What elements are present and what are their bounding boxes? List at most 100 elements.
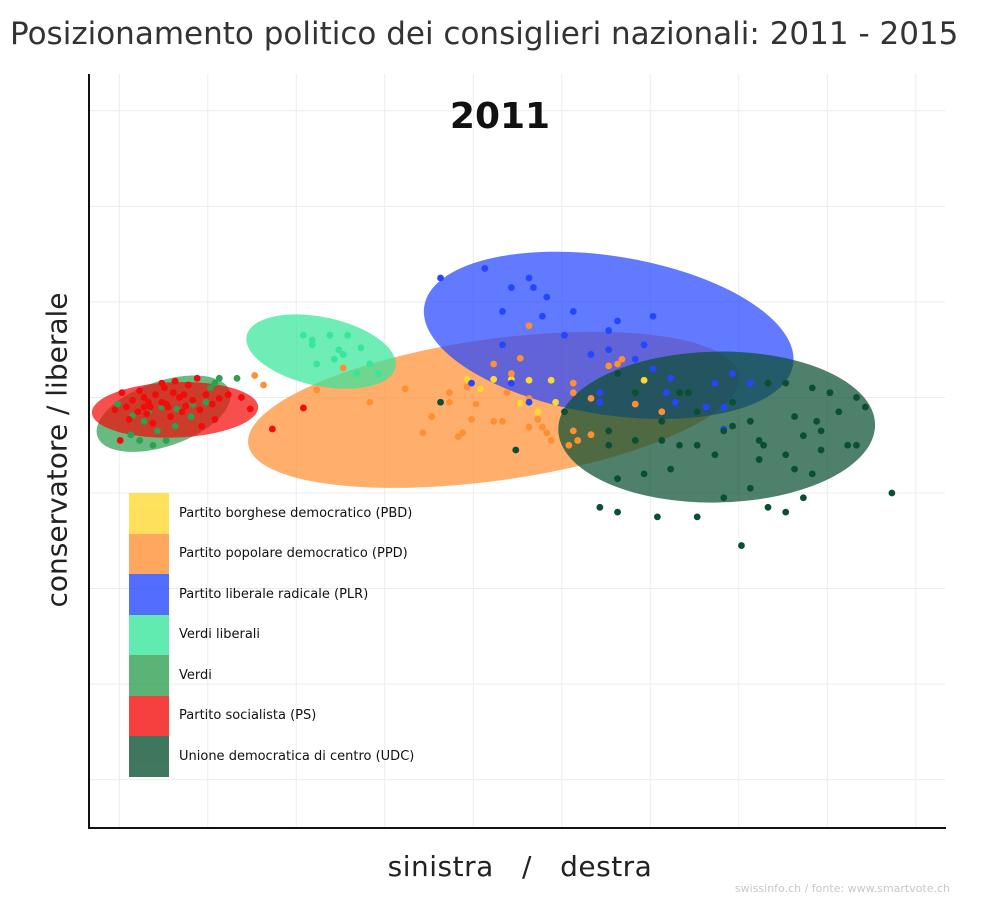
- data-point: [569, 379, 577, 387]
- data-point: [525, 274, 533, 282]
- data-point: [481, 265, 489, 272]
- data-point: [125, 416, 133, 423]
- data-point: [755, 437, 763, 444]
- data-point: [791, 465, 798, 473]
- data-point: [260, 381, 267, 389]
- legend-swatch: [129, 695, 169, 736]
- data-point: [140, 417, 148, 425]
- data-point: [211, 416, 219, 423]
- data-point: [140, 403, 148, 411]
- data-point: [512, 446, 520, 454]
- data-point: [145, 398, 152, 406]
- data-point: [534, 416, 542, 423]
- legend-label: Partito liberale radicale (PLR): [179, 586, 369, 602]
- data-point: [490, 417, 498, 425]
- data-point: [729, 422, 736, 430]
- data-point: [525, 398, 533, 406]
- data-point: [684, 389, 692, 397]
- data-point: [813, 417, 821, 425]
- data-point: [152, 391, 159, 398]
- data-point: [180, 391, 188, 398]
- legend-label: Verdi liberali: [179, 627, 261, 643]
- legend-swatch: [129, 493, 169, 534]
- data-point: [499, 308, 506, 315]
- data-point: [791, 413, 798, 420]
- data-point: [122, 403, 130, 411]
- legend-item: Verdi: [129, 655, 414, 696]
- data-point: [251, 372, 259, 379]
- data-point: [543, 293, 551, 301]
- data-point: [746, 417, 754, 425]
- data-point: [649, 312, 657, 320]
- data-point: [269, 425, 276, 433]
- data-point: [446, 389, 453, 397]
- data-point: [605, 346, 613, 354]
- data-point: [134, 408, 142, 416]
- data-point: [127, 431, 135, 439]
- legend-label: Verdi: [179, 667, 212, 683]
- data-point: [215, 374, 223, 382]
- data-point: [711, 451, 719, 459]
- data-point: [653, 513, 661, 521]
- legend-swatch: [129, 574, 169, 615]
- data-point: [596, 389, 604, 397]
- data-point: [808, 384, 816, 392]
- data-point: [614, 317, 621, 325]
- data-point: [202, 391, 210, 398]
- data-point: [587, 431, 595, 439]
- data-point: [401, 385, 409, 393]
- data-point: [853, 394, 860, 401]
- data-point: [782, 379, 790, 387]
- data-point: [596, 398, 604, 406]
- data-point: [596, 503, 604, 511]
- data-point: [711, 379, 719, 387]
- data-point: [614, 475, 621, 483]
- data-point: [238, 394, 245, 401]
- data-point: [158, 379, 166, 387]
- data-point: [339, 351, 347, 358]
- data-point: [140, 394, 148, 401]
- legend-label: Partito borghese democratico (PBD): [179, 505, 413, 521]
- data-point: [516, 354, 524, 362]
- legend-item: Partito socialista (PS): [129, 695, 414, 736]
- legend-swatch: [129, 736, 169, 777]
- data-point: [569, 427, 577, 435]
- data-point: [357, 344, 365, 352]
- data-point: [111, 406, 119, 414]
- data-point: [167, 413, 175, 420]
- data-point: [614, 360, 621, 368]
- chart-title: Posizionamento politico dei consiglieri …: [10, 16, 959, 52]
- data-point: [817, 446, 825, 454]
- data-point: [720, 494, 728, 502]
- data-point: [561, 331, 568, 339]
- data-point: [640, 376, 648, 384]
- data-point: [667, 465, 675, 473]
- legend-swatch: [129, 655, 169, 696]
- data-point: [702, 403, 710, 411]
- data-point: [525, 423, 533, 431]
- data-point: [605, 362, 613, 370]
- data-point: [605, 327, 613, 334]
- data-point: [569, 308, 577, 315]
- data-point: [826, 389, 834, 397]
- data-point: [547, 376, 555, 384]
- data-point: [313, 386, 321, 394]
- data-point: [463, 375, 471, 383]
- panel-year-label: 2011: [449, 96, 551, 137]
- x-axis-label: sinistra / destra: [387, 850, 653, 883]
- data-point: [530, 284, 537, 291]
- data-point: [437, 398, 444, 406]
- data-point: [437, 274, 444, 282]
- legend-dot: [146, 753, 152, 759]
- data-point: [614, 370, 621, 377]
- ellipse-unione-democratica-di-centro-udc: [558, 351, 876, 503]
- data-point: [202, 398, 210, 406]
- legend-dot: [146, 672, 152, 678]
- data-point: [693, 408, 701, 416]
- data-point: [162, 437, 170, 444]
- data-point: [835, 408, 843, 416]
- data-point: [171, 422, 179, 430]
- data-point: [764, 379, 772, 387]
- data-point: [308, 341, 316, 349]
- data-point: [543, 429, 551, 437]
